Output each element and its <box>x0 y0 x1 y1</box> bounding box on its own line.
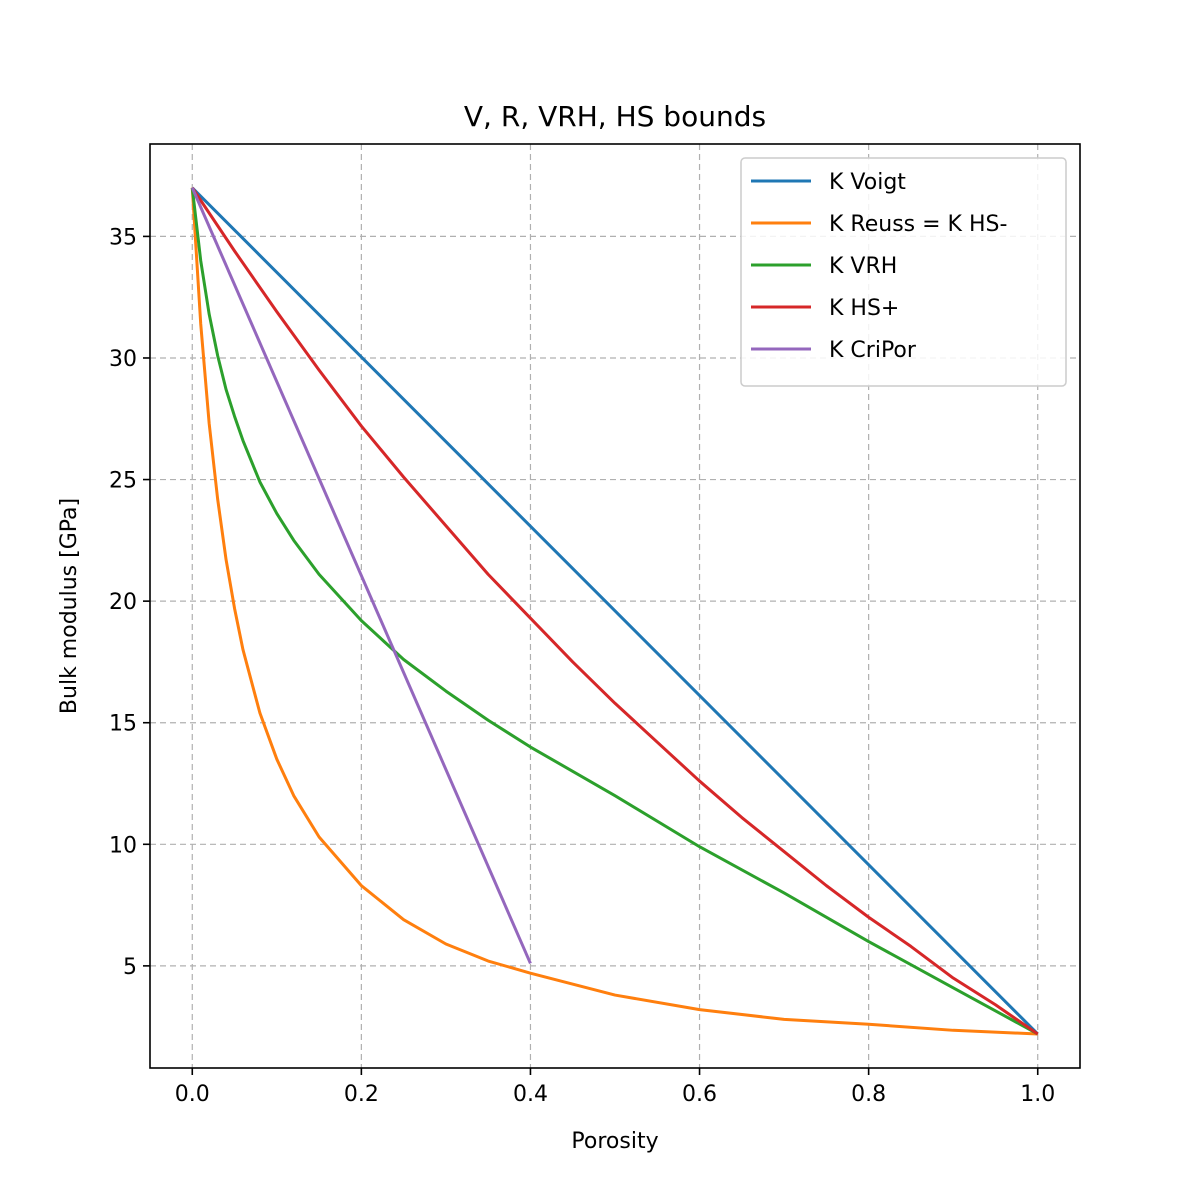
y-axis-ticks: 5 10 15 20 25 30 35 <box>109 225 150 980</box>
series-line-k-voigt <box>191 186 1039 1036</box>
y-tick-label: 35 <box>109 225 137 250</box>
grid <box>150 144 1080 1068</box>
series-lines <box>190 186 1039 1036</box>
x-axis-label: Porosity <box>571 1129 658 1154</box>
y-tick-label: 20 <box>109 590 137 615</box>
x-tick-label: 1.0 <box>1020 1082 1055 1107</box>
chart-title: V, R, VRH, HS bounds <box>464 100 766 133</box>
legend-label: K CriPor <box>829 338 917 363</box>
y-axis-label: Bulk modulus [GPa] <box>57 498 82 714</box>
series-line-k-reuss-k-hs <box>190 187 1038 1036</box>
y-tick-label: 30 <box>109 347 137 372</box>
y-tick-label: 10 <box>109 833 137 858</box>
plot-frame <box>149 143 1081 1069</box>
x-tick-label: 0.0 <box>175 1082 210 1107</box>
legend-label: K HS+ <box>829 296 899 321</box>
x-tick-label: 0.4 <box>513 1082 548 1107</box>
legend-label: K Voigt <box>829 170 906 195</box>
x-tick-label: 0.6 <box>682 1082 717 1107</box>
y-tick-label: 5 <box>123 955 137 980</box>
x-tick-label: 0.2 <box>344 1082 379 1107</box>
legend-label: K Reuss = K HS- <box>829 212 1007 237</box>
series-line-k-cripor <box>190 187 532 965</box>
x-axis-ticks: 0.0 0.2 0.4 0.6 0.8 1.0 <box>175 1068 1055 1107</box>
legend: K Voigt K Reuss = K HS- K VRH K HS+ K CriPor <box>740 157 1067 387</box>
legend-label: K VRH <box>829 254 897 279</box>
series-line-k-hs <box>191 186 1039 1036</box>
y-tick-label: 25 <box>109 469 137 494</box>
x-tick-label: 0.8 <box>851 1082 886 1107</box>
y-tick-label: 15 <box>109 712 137 737</box>
series-line-k-vrh <box>190 187 1039 1036</box>
legend-box <box>740 157 1067 387</box>
